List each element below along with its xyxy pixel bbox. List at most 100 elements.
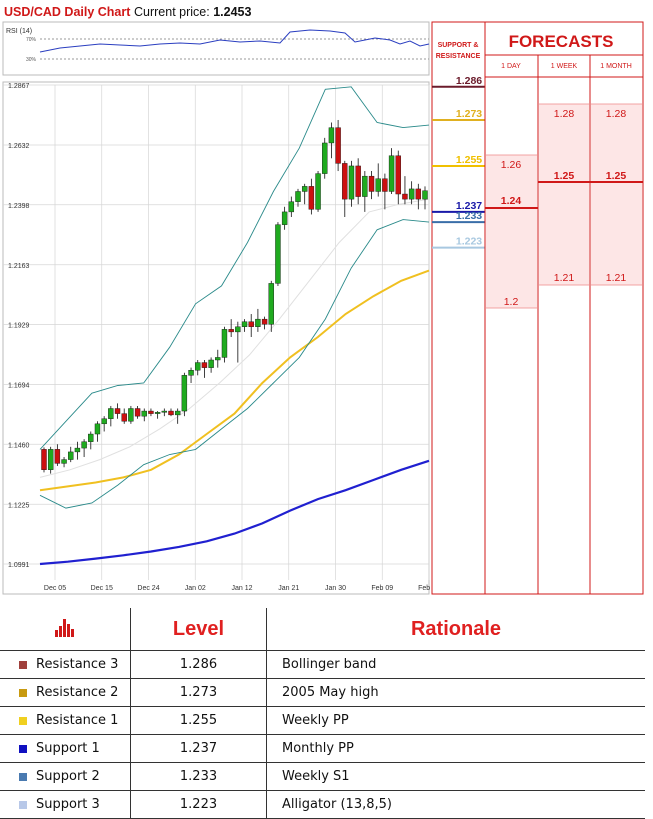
candle-body (208, 359, 214, 368)
f-week-mid: 1.25 (554, 170, 575, 182)
current-price-value: 1.2453 (213, 5, 251, 19)
candle-body (54, 449, 61, 464)
f-1day-mid: 1.24 (501, 195, 522, 207)
bar-chart-icon (55, 619, 74, 637)
levels-table-header: Level Rationale (0, 608, 645, 651)
candle-body (128, 408, 134, 422)
candle-body (201, 362, 208, 368)
sr-level-label: 1.237 (456, 200, 482, 212)
candle-body (235, 326, 241, 333)
color-swatch (19, 800, 27, 809)
color-swatch (19, 660, 27, 669)
candle-body (101, 418, 107, 425)
row-rationale: Monthly PP (266, 734, 645, 763)
candle-body (174, 410, 181, 416)
candle-body (261, 318, 268, 325)
candle-body (188, 370, 194, 376)
x-tick-label: Jan 21 (278, 585, 299, 592)
y-tick-label: 1.1225 (8, 502, 30, 509)
forecast-col-1week: 1 WEEK (551, 63, 578, 70)
candle-body (315, 173, 321, 210)
rationale-header: Rationale (266, 608, 645, 651)
forecast-col-1month: 1 MONTH (600, 63, 632, 70)
candle-body (74, 447, 81, 453)
row-rationale: 2005 May high (266, 678, 645, 707)
f-month-high: 1.28 (606, 108, 627, 120)
row-name: Support 2 (36, 769, 100, 784)
y-axis-ticks: 1.0991 1.1225 1.1460 1.1694 1.1929 1.2163 1.23… (8, 83, 30, 569)
row-level: 1.286 (130, 650, 267, 679)
x-tick-label: Jan 02 (185, 585, 206, 592)
rsi-panel (2, 21, 430, 76)
chart-graphic: USD/CAD Daily Chart Current price: 1.245… (2, 5, 644, 595)
color-swatch (19, 744, 27, 753)
table-row: Support 1 1.237 Monthly PP (0, 734, 645, 763)
f-week-low: 1.21 (554, 272, 575, 284)
sr-level-label: 1.286 (456, 75, 482, 87)
candle-body (108, 408, 114, 419)
candle-body (81, 441, 87, 449)
x-tick-label: Jan 12 (231, 585, 252, 592)
candle-body (154, 412, 161, 414)
y-tick-label: 1.1460 (8, 442, 30, 449)
candle-body (288, 201, 295, 213)
row-name: Resistance 1 (36, 713, 119, 728)
candle-body (322, 142, 328, 174)
row-rationale: Weekly PP (266, 706, 645, 735)
y-tick-label: 1.2632 (8, 143, 30, 150)
sr-level-label: 1.233 (456, 210, 482, 222)
x-tick-label: Dec 05 (44, 585, 66, 592)
candle-body (141, 410, 147, 417)
table-row: Support 3 1.223 Alligator (13,8,5) (0, 790, 645, 819)
f-1day-high: 1.26 (501, 159, 522, 171)
candle-body (161, 410, 168, 413)
candle-body (47, 449, 54, 470)
sma-slow-line (39, 459, 430, 566)
candle-body (368, 175, 375, 192)
row-name-cell: Support 2 (0, 762, 131, 791)
price-panel (2, 81, 430, 595)
x-tick-label: Dec 24 (137, 585, 159, 592)
candle-body (181, 375, 188, 412)
sr-column (431, 21, 486, 595)
forecast-title: FORECASTS (509, 32, 614, 51)
forecast-1day-zone (486, 155, 537, 308)
candle-body (295, 191, 301, 202)
candle-body (395, 155, 401, 195)
candle-body (301, 186, 308, 192)
f-month-mid: 1.25 (606, 170, 627, 182)
color-swatch (19, 716, 27, 725)
row-level: 1.223 (130, 790, 267, 819)
candle-body (228, 329, 234, 333)
row-level: 1.255 (130, 706, 267, 735)
current-price-label: Current price: 1.2453 (134, 5, 251, 19)
rsi-line (39, 29, 430, 53)
candle-body (255, 318, 261, 327)
candle-body (168, 410, 174, 416)
candle-body (375, 178, 381, 192)
y-tick-label: 1.2398 (8, 203, 30, 210)
row-level: 1.273 (130, 678, 267, 707)
row-name: Support 1 (36, 741, 100, 756)
grid (3, 84, 430, 580)
y-tick-label: 1.1694 (8, 383, 30, 390)
candle-body (121, 413, 127, 422)
f-1day-low: 1.2 (504, 296, 519, 308)
row-level: 1.237 (130, 734, 267, 763)
candle-body (415, 188, 422, 200)
rsi-tick-30: 30% (26, 57, 37, 63)
x-tick-label: Feb 09 (371, 585, 393, 592)
forecast-1week-zone (539, 104, 589, 285)
table-row: Resistance 1 1.255 Weekly PP (0, 706, 645, 735)
row-rationale: Alligator (13,8,5) (266, 790, 645, 819)
chart-title: USD/CAD Daily Chart (4, 5, 131, 19)
f-week-high: 1.28 (554, 108, 575, 120)
y-tick-label: 1.0991 (8, 562, 30, 569)
bollinger-mid-line (39, 198, 430, 478)
row-name-cell: Resistance 1 (0, 706, 131, 735)
levels-table: Level Rationale Resistance 3 1.286 Bolling… (0, 608, 645, 819)
sr-level-label: 1.223 (456, 236, 482, 248)
candle-body (382, 178, 388, 192)
candle-body (388, 155, 395, 192)
